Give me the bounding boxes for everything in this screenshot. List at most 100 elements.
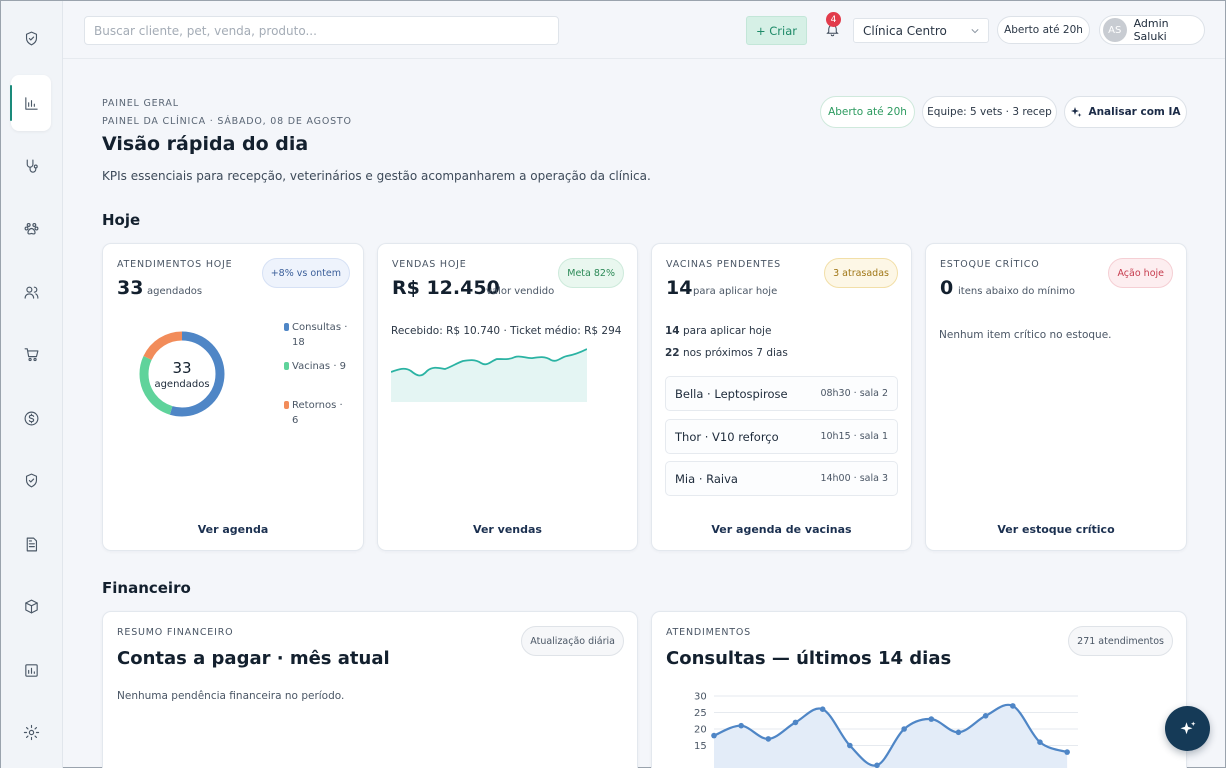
card-value: 14: [666, 277, 693, 299]
clinic-select-value: Clínica Centro: [863, 23, 947, 38]
sidebar-item-inventory[interactable]: [11, 578, 51, 634]
analyze-ai-label: Analisar com IA: [1088, 106, 1181, 118]
status-badge: +8% vs ontem: [261, 258, 350, 288]
topbar: + Criar 4 Clínica Centro Aberto até 20h …: [63, 1, 1225, 59]
status-badge: Ação hoje: [1108, 258, 1173, 288]
vaccine-time: 14h00 · sala 3: [820, 473, 888, 484]
chart-point[interactable]: [738, 722, 744, 729]
create-button[interactable]: + Criar: [746, 16, 807, 45]
chart-point[interactable]: [792, 719, 799, 726]
page-eyebrow: PAINEL GERAL: [102, 98, 179, 109]
list-item[interactable]: Bella · Leptospirose 08h30 · sala 2: [665, 376, 898, 411]
chart-point[interactable]: [819, 706, 826, 712]
card-value: 33: [117, 277, 144, 299]
gear-icon: [23, 724, 39, 740]
list-item[interactable]: Mia · Raiva 14h00 · sala 3: [665, 461, 898, 496]
legend-dot: [284, 362, 289, 370]
analyze-ai-button[interactable]: Analisar com IA: [1064, 96, 1187, 128]
ai-assistant-button[interactable]: [1165, 706, 1210, 751]
sidebar-item-reports[interactable]: [11, 642, 51, 698]
vaccines-card: VACINAS PENDENTES 14 para aplicar hoje 3…: [651, 243, 912, 551]
clinic-select[interactable]: Clínica Centro: [853, 18, 989, 43]
vaccines-week-text: nos próximos 7 dias: [682, 347, 788, 359]
sidebar-item-pets[interactable]: [11, 200, 51, 256]
finance-empty-message: Nenhuma pendência financeira no período.: [117, 690, 345, 702]
list-item[interactable]: Thor · V10 reforço 10h15 · sala 1: [665, 419, 898, 454]
sales-detail: Recebido: R$ 10.740 · Ticket médio: R$ 2…: [391, 325, 622, 337]
consults-chart-card: ATENDIMENTOS Consultas — últimos 14 dias…: [651, 611, 1187, 768]
card-subtitle: itens abaixo do mínimo: [958, 286, 1076, 297]
donut-slice: [139, 331, 225, 417]
sidebar-item-clients[interactable]: [11, 264, 51, 320]
sidebar-item-documents[interactable]: [11, 516, 51, 572]
donut-slice: [139, 331, 225, 417]
sidebar-item-dashboard[interactable]: [10, 75, 51, 131]
sidebar-item-settings[interactable]: [11, 704, 51, 760]
sidebar-item-shield[interactable]: [11, 10, 51, 66]
chart-point[interactable]: [901, 726, 907, 732]
card-title: Contas a pagar · mês atual: [117, 648, 390, 669]
card-value: 0: [940, 277, 954, 299]
shield-icon: [25, 31, 37, 45]
y-tick-label: 20: [694, 725, 707, 736]
chart-point[interactable]: [955, 729, 962, 736]
chart-point[interactable]: [874, 762, 880, 768]
card-value: R$ 12.450: [392, 277, 500, 299]
donut-label: agendados: [154, 379, 210, 390]
report-chart-icon: [24, 663, 38, 677]
view-schedule-link[interactable]: Ver agenda: [197, 523, 269, 536]
vaccine-time: 08h30 · sala 2: [820, 388, 888, 399]
paw-icon: [24, 222, 38, 234]
y-tick-label: 15: [694, 741, 707, 752]
status-badge: 271 atendimentos: [1068, 626, 1173, 656]
chart-point[interactable]: [765, 736, 772, 742]
consults-chart: 30 25 20 15: [694, 692, 1078, 768]
attendances-card: ATENDIMENTOS HOJE 33 agendados +8% vs on…: [102, 243, 364, 551]
document-icon: [26, 537, 37, 551]
legend-label: Vacinas · 9: [292, 361, 347, 372]
legend-item-retornos: Retornos · 6: [284, 398, 352, 428]
sidebar: [1, 1, 63, 768]
stethoscope-icon: [26, 159, 38, 173]
y-tick-label: 30: [694, 692, 707, 703]
box-icon: [24, 599, 38, 613]
page-date: PAINEL DA CLÍNICA · SÁBADO, 08 DE AGOSTO: [102, 116, 352, 127]
card-label: ATENDIMENTOS HOJE: [117, 259, 233, 270]
status-badge: Atualização diária: [521, 626, 624, 656]
chart-point[interactable]: [1064, 749, 1070, 755]
cart-icon: [24, 347, 38, 361]
view-vaccines-link[interactable]: Ver agenda de vacinas: [711, 523, 852, 536]
card-title: Consultas — últimos 14 dias: [666, 648, 952, 669]
view-sales-link[interactable]: Ver vendas: [473, 523, 542, 536]
chart-point[interactable]: [982, 713, 989, 719]
chart-point[interactable]: [847, 742, 853, 749]
shield-check-icon: [25, 473, 37, 487]
card-subtitle: valor vendido: [486, 286, 555, 297]
sidebar-item-sales[interactable]: [11, 326, 51, 382]
dollar-icon: [24, 411, 38, 425]
stock-empty-message: Nenhum item crítico no estoque.: [939, 329, 1112, 341]
card-subtitle: para aplicar hoje: [693, 286, 778, 297]
notifications-badge: 4: [826, 12, 841, 27]
legend-dot: [284, 323, 289, 331]
view-stock-link[interactable]: Ver estoque crítico: [997, 523, 1115, 536]
vaccines-today-text: para aplicar hoje: [682, 325, 772, 337]
finance-card: RESUMO FINANCEIRO Contas a pagar · mês a…: [102, 611, 638, 768]
card-label: ATENDIMENTOS: [666, 627, 752, 638]
chart-point[interactable]: [1037, 739, 1043, 745]
chart-point[interactable]: [711, 732, 717, 739]
legend-dot: [284, 401, 289, 409]
bar-chart-icon: [24, 96, 38, 110]
y-tick-label: 25: [694, 708, 707, 719]
sparkle-icon: [1071, 107, 1082, 117]
sidebar-item-consults[interactable]: [11, 138, 51, 194]
chart-area: [714, 704, 1068, 768]
chart-point[interactable]: [928, 716, 935, 722]
search-input[interactable]: [84, 16, 559, 45]
sidebar-item-finance[interactable]: [11, 390, 51, 446]
user-menu[interactable]: AS Admin Saluki: [1099, 15, 1205, 45]
status-badge: Meta 82%: [558, 258, 624, 288]
card-label: RESUMO FINANCEIRO: [117, 627, 234, 638]
chart-point[interactable]: [1010, 703, 1016, 709]
sidebar-item-security[interactable]: [11, 452, 51, 508]
